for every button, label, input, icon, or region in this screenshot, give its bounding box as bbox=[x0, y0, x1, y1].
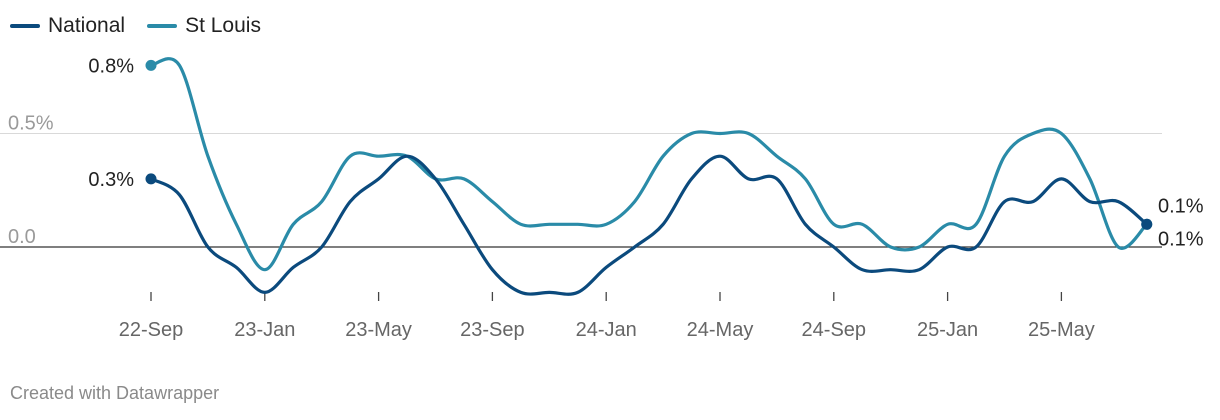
chart-legend: National St Louis bbox=[10, 14, 261, 38]
series-line-national bbox=[149, 154, 1149, 296]
x-tick-label: 23-Sep bbox=[460, 319, 525, 341]
series-start-marker-st-louis bbox=[145, 59, 157, 71]
series-end-marker-national bbox=[1141, 218, 1153, 230]
x-tick-label: 24-Sep bbox=[802, 319, 867, 341]
legend-swatch-st-louis bbox=[147, 24, 178, 28]
x-tick-label: 23-Jan bbox=[234, 319, 295, 341]
y-tick-label: 0.0 bbox=[8, 226, 36, 248]
end-label-national: 0.1% bbox=[1158, 228, 1204, 250]
x-tick-label: 23-May bbox=[345, 319, 412, 341]
x-tick-label: 22-Sep bbox=[119, 319, 184, 341]
credit-text: Created with Datawrapper bbox=[10, 383, 220, 403]
legend-item-st-louis[interactable]: St Louis bbox=[147, 14, 261, 38]
legend-label-st-louis: St Louis bbox=[185, 14, 261, 37]
legend-label-national: National bbox=[48, 14, 126, 37]
x-tick-label: 25-Jan bbox=[917, 319, 978, 341]
start-label-national: 0.3% bbox=[88, 169, 134, 191]
x-tick-label: 24-May bbox=[687, 319, 754, 341]
x-tick-label: 25-May bbox=[1028, 319, 1095, 341]
x-tick-label: 24-Jan bbox=[576, 319, 637, 341]
end-label-st-louis: 0.1% bbox=[1158, 195, 1204, 217]
legend-swatch-national bbox=[10, 24, 40, 28]
series-start-marker-national bbox=[145, 173, 157, 185]
series-line-st-louis bbox=[149, 57, 1149, 272]
y-tick-label: 0.5% bbox=[8, 113, 54, 135]
start-label-st-louis: 0.8% bbox=[88, 55, 134, 77]
legend-item-national[interactable]: National bbox=[10, 14, 125, 38]
